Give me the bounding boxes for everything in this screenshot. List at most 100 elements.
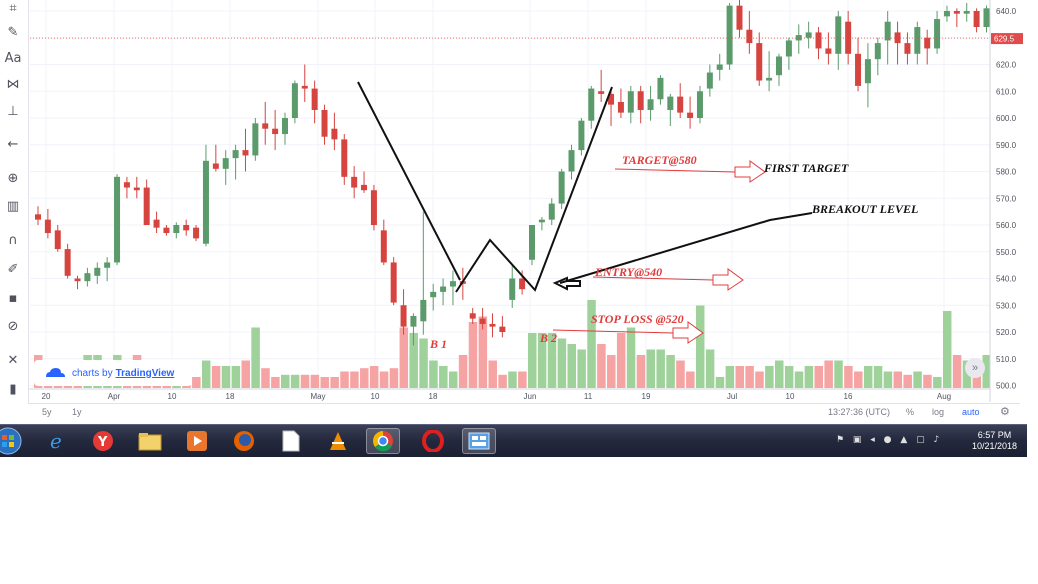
volume-bar (350, 371, 359, 388)
stoploss-arrow-arrow (672, 321, 704, 344)
candle (687, 96, 694, 129)
candle (667, 93, 674, 127)
volume-bar (360, 368, 369, 388)
entry-arrow-arrow (712, 268, 744, 291)
candle (815, 27, 822, 60)
start-button[interactable] (0, 427, 24, 455)
taskbar-media-player[interactable] (180, 428, 214, 454)
taskbar-explorer[interactable] (133, 428, 167, 454)
logo-brand[interactable]: TradingView (115, 367, 175, 379)
zoom-icon[interactable]: ⊕ (7, 171, 19, 186)
volume-bar (340, 371, 349, 388)
scroll-right-button[interactable]: » (965, 358, 985, 378)
candle-body (291, 83, 298, 118)
eye-icon[interactable]: ⊘ (7, 319, 19, 334)
candle-body (173, 225, 180, 234)
stoploss-arrow-line (552, 329, 674, 334)
candle (983, 5, 990, 33)
price-tick-label: 580.0 (996, 168, 1017, 177)
candle (825, 32, 832, 65)
cross-icon[interactable]: ✕ (7, 353, 19, 368)
taskbar-chrome[interactable] (366, 428, 400, 454)
auto-button[interactable]: auto (962, 407, 980, 417)
magnet-icon[interactable]: ∩ (8, 233, 18, 248)
volume-bar (528, 333, 537, 388)
time-tick-label: Apr (108, 392, 121, 401)
trash-icon[interactable]: ▮ (9, 382, 17, 397)
volume-bar (607, 355, 616, 388)
candle-body (726, 5, 733, 65)
candle-body (242, 150, 249, 156)
ruler-icon[interactable]: ▥ (6, 199, 20, 214)
measure-icon[interactable]: ⊥ (7, 104, 19, 119)
taskbar-opera[interactable] (416, 428, 450, 454)
volume-bar (695, 305, 705, 388)
candle-body (884, 21, 891, 41)
candle (202, 144, 209, 247)
tradingview-logo[interactable]: charts by TradingView (34, 360, 192, 386)
svg-text:e: e (50, 430, 62, 452)
candle-body (953, 11, 960, 14)
candle-body (983, 8, 990, 28)
settings-gear-icon[interactable]: ⚙ (1000, 406, 1010, 418)
volume-bar (448, 371, 458, 388)
candle-series (35, 0, 1000, 346)
taskbar-file[interactable] (274, 428, 308, 454)
volume-bar (597, 344, 606, 388)
time-tick-label: 19 (642, 392, 651, 401)
range-5y-button[interactable]: 5y (42, 407, 52, 417)
back-arrow-icon[interactable]: ← (7, 137, 19, 152)
range-1y-button[interactable]: 1y (72, 407, 82, 417)
price-chart[interactable]: 640.0630.0620.0610.0600.0590.0580.0570.0… (0, 0, 1038, 424)
brush-icon[interactable]: ✐ (7, 262, 19, 277)
volume-bar (646, 349, 656, 388)
candle (35, 206, 41, 225)
volume-bar (231, 366, 241, 388)
target-arrow-line (614, 168, 736, 173)
candle-body (341, 139, 348, 177)
percent-button[interactable]: % (906, 407, 915, 417)
taskbar-control-panel[interactable] (462, 428, 496, 454)
candle (963, 2, 970, 22)
system-tray-icons[interactable]: ⚑ ▣ ◂ ● ▲ ▢ ♪ (836, 435, 943, 445)
taskbar-firefox[interactable] (227, 428, 261, 454)
candle-body (874, 43, 881, 60)
candle-body (509, 278, 516, 300)
candle-body (608, 93, 615, 105)
candle (845, 11, 852, 65)
taskbar-clock[interactable]: 6:57 PM 10/21/2018 (972, 430, 1017, 452)
taskbar-ie[interactable]: e (40, 428, 74, 454)
candle-body (282, 118, 288, 135)
candle (54, 225, 61, 252)
candle-body (351, 176, 358, 188)
candle (598, 69, 605, 102)
pencil-icon[interactable]: ✎ (7, 25, 19, 40)
candle (934, 11, 941, 54)
candle-body (924, 37, 931, 49)
candle-body (212, 163, 219, 169)
volume-bar (429, 360, 438, 388)
time-tick-label: Jul (727, 392, 737, 401)
text-icon[interactable]: Aa (4, 51, 22, 66)
clock-date: 10/21/2018 (971, 441, 1017, 451)
candle (953, 8, 960, 28)
pattern-icon[interactable]: ⋈ (6, 77, 20, 92)
lock-icon[interactable]: ▪ (8, 291, 18, 306)
taskbar-yandex[interactable]: Y (86, 428, 120, 454)
candle-body (361, 184, 368, 191)
taskbar-vlc[interactable] (321, 428, 355, 454)
candle (114, 174, 121, 266)
volume-bar (320, 377, 330, 388)
candle (637, 85, 644, 124)
candle-body (94, 267, 101, 276)
volume-bar (982, 355, 991, 388)
candle (133, 176, 140, 199)
pattern-line-right (455, 86, 613, 293)
candle-body (588, 88, 595, 121)
candle-body (904, 43, 911, 54)
pattern-tool-icon[interactable]: ⌗ (9, 1, 17, 16)
candle-body (756, 43, 763, 81)
log-button[interactable]: log (932, 407, 945, 417)
b1-label: B 1 (429, 337, 447, 351)
